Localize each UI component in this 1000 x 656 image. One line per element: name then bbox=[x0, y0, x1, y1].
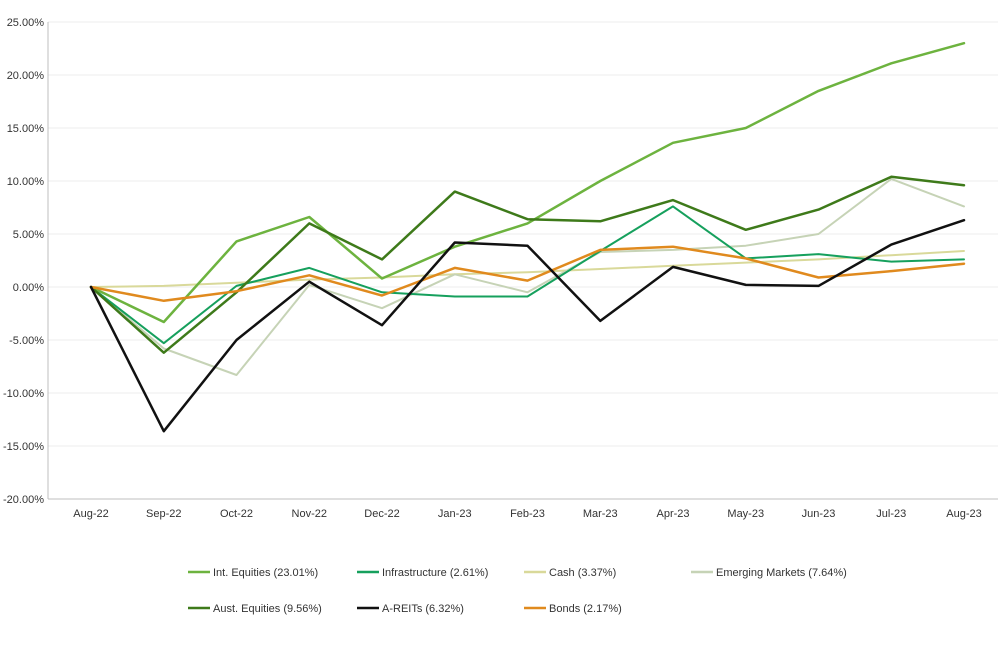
legend: Int. Equities (23.01%) Infrastructure (2.… bbox=[188, 567, 847, 615]
y-tick-label: 0.00% bbox=[13, 282, 44, 294]
x-tick-label: Jul-23 bbox=[876, 508, 906, 520]
y-tick-label: -20.00% bbox=[3, 494, 44, 506]
series-line-5 bbox=[89, 218, 966, 433]
legend-label: Infrastructure (2.61%) bbox=[382, 567, 488, 579]
x-tick-label: Mar-23 bbox=[583, 508, 618, 520]
series-line-0 bbox=[89, 41, 966, 324]
y-tick-label: -10.00% bbox=[3, 388, 44, 400]
x-tick-label: Sep-22 bbox=[146, 508, 181, 520]
series-line-6 bbox=[89, 245, 966, 303]
y-tick-label: 25.00% bbox=[7, 17, 45, 29]
series-lines bbox=[89, 41, 966, 433]
y-tick-label: 15.00% bbox=[7, 123, 45, 135]
legend-label: Cash (3.37%) bbox=[549, 567, 616, 579]
series-line-4 bbox=[89, 175, 966, 354]
legend-label: Aust. Equities (9.56%) bbox=[213, 603, 322, 615]
series-line-3 bbox=[90, 177, 965, 376]
gridlines bbox=[48, 21, 998, 500]
x-tick-label: Nov-22 bbox=[292, 508, 327, 520]
x-tick-label: Aug-23 bbox=[946, 508, 981, 520]
legend-label: Bonds (2.17%) bbox=[549, 603, 622, 615]
x-tick-label: Aug-22 bbox=[73, 508, 108, 520]
series-line-1 bbox=[90, 205, 965, 345]
series-line-2 bbox=[90, 250, 965, 288]
x-tick-label: Dec-22 bbox=[364, 508, 399, 520]
x-tick-label: Feb-23 bbox=[510, 508, 545, 520]
legend-label: Emerging Markets (7.64%) bbox=[716, 567, 847, 579]
x-tick-label: Jun-23 bbox=[802, 508, 836, 520]
y-tick-label: 5.00% bbox=[13, 229, 44, 241]
legend-label: Int. Equities (23.01%) bbox=[213, 567, 318, 579]
x-tick-label: May-23 bbox=[727, 508, 764, 520]
y-tick-label: -15.00% bbox=[3, 441, 44, 453]
y-tick-label: 20.00% bbox=[7, 70, 45, 82]
x-tick-label: Oct-22 bbox=[220, 508, 253, 520]
axes: 25.00% 20.00% 15.00% 10.00% 5.00% 0.00% -5.00%… bbox=[3, 17, 998, 520]
y-tick-label: 10.00% bbox=[7, 176, 45, 188]
y-tick-label: -5.00% bbox=[9, 335, 44, 347]
legend-label: A-REITs (6.32%) bbox=[382, 603, 464, 615]
x-tick-label: Jan-23 bbox=[438, 508, 472, 520]
x-tick-label: Apr-23 bbox=[656, 508, 689, 520]
